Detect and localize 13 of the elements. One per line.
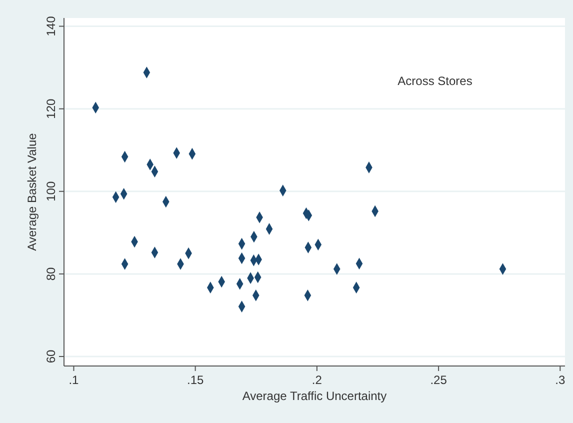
y-tick-label: 140: [44, 16, 58, 36]
x-tick-label: .15: [186, 373, 204, 387]
x-tick-label: .25: [430, 373, 448, 387]
annotation: Across Stores: [398, 74, 472, 88]
y-tick-label: 60: [44, 350, 58, 364]
x-axis-title: Average Traffic Uncertainty: [242, 389, 387, 403]
y-tick-label: 120: [44, 98, 58, 119]
x-tick-label: .3: [555, 373, 566, 387]
y-tick-label: 80: [44, 266, 58, 281]
y-axis-title: Average Basket Value: [25, 132, 39, 251]
y-tick-label: 100: [44, 181, 58, 202]
x-tick-label: .2: [312, 373, 322, 387]
x-tick-label: .1: [68, 373, 80, 387]
